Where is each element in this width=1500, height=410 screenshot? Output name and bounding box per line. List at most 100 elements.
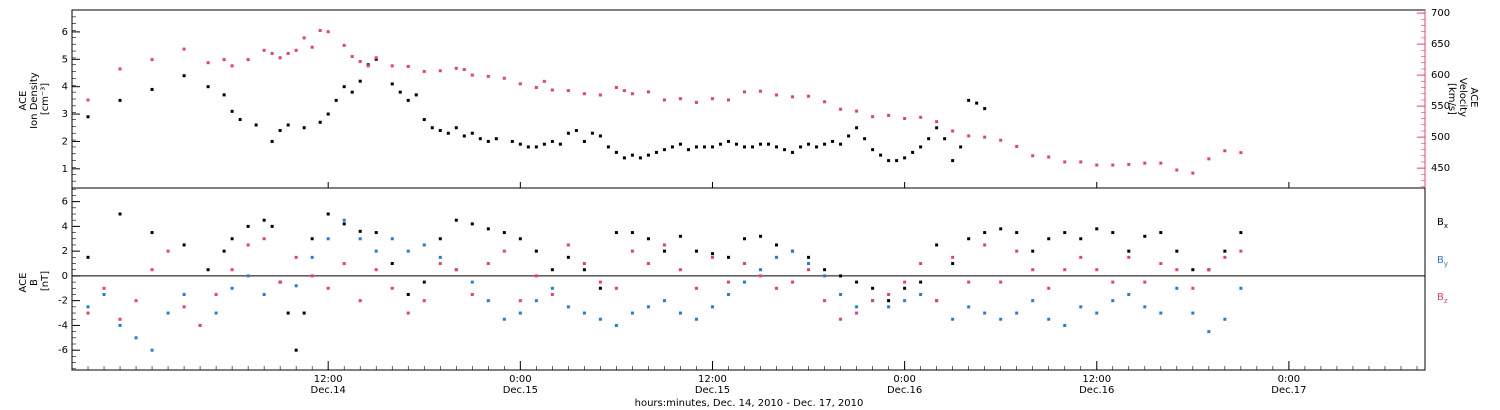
density-tick-label: 5 <box>62 54 68 65</box>
velocity-point <box>1239 151 1243 155</box>
velocity-point <box>262 48 266 52</box>
bz-point <box>775 286 779 290</box>
velocity-point <box>342 43 346 47</box>
density-point <box>150 87 154 91</box>
density-point <box>839 142 843 146</box>
density-ylabel: ACE Ion Density [cm⁻³] <box>18 69 51 129</box>
velocity-point <box>358 59 362 63</box>
velocity-point <box>206 61 210 65</box>
bx-point <box>662 249 666 253</box>
bz-point <box>951 255 955 259</box>
density-point <box>350 90 354 94</box>
velocity-point <box>86 98 90 102</box>
by-point <box>1079 305 1083 309</box>
velocity-point <box>270 51 274 55</box>
density-point <box>759 142 763 146</box>
bx-point <box>246 224 250 228</box>
density-point <box>398 90 402 94</box>
density-point <box>951 159 955 163</box>
velocity-point <box>366 64 370 68</box>
by-point <box>983 311 987 315</box>
by-point <box>919 292 923 296</box>
velocity-point <box>887 113 891 117</box>
by-point <box>775 255 779 259</box>
velocity-point <box>1111 163 1115 167</box>
bz-point <box>855 311 859 315</box>
bx-point <box>1143 234 1147 238</box>
bx-point <box>1079 237 1083 241</box>
bx-point <box>406 292 410 296</box>
by-point <box>759 268 763 272</box>
density-point <box>222 93 226 97</box>
bz-point <box>678 268 682 272</box>
velocity-tick-label: 600 <box>1431 70 1450 81</box>
bz-point <box>118 317 122 321</box>
by-point <box>390 237 394 241</box>
by-point <box>358 237 362 241</box>
bx-point <box>566 255 570 259</box>
velocity-point <box>1047 155 1051 159</box>
bz-point <box>470 292 474 296</box>
bz-point <box>1031 268 1035 272</box>
by-point <box>1095 311 1099 315</box>
time-tick-label: 0:00 <box>509 374 531 385</box>
velocity-point <box>470 73 474 77</box>
density-point <box>470 131 474 135</box>
velocity-tick-label: 450 <box>1431 163 1450 174</box>
density-point <box>807 142 811 146</box>
density-point <box>751 145 755 149</box>
bx-point <box>630 231 634 235</box>
bx-point <box>999 227 1003 231</box>
bx-point <box>1191 268 1195 272</box>
bz-point <box>422 299 426 303</box>
density-point <box>534 145 538 149</box>
density-point <box>558 142 562 146</box>
density-point <box>286 123 290 127</box>
velocity-point <box>350 55 354 59</box>
density-point <box>718 142 722 146</box>
bx-point <box>270 224 274 228</box>
by-point <box>582 311 586 315</box>
bz-point <box>1175 268 1179 272</box>
bz-point <box>710 255 714 259</box>
velocity-axis: 450 500 550 600 650 700 <box>1417 8 1450 188</box>
by-point <box>1127 292 1131 296</box>
velocity-point <box>823 100 827 104</box>
velocity-tick-label: 700 <box>1431 8 1450 19</box>
density-point <box>438 128 442 132</box>
velocity-point <box>1175 168 1179 172</box>
bx-point <box>775 243 779 247</box>
by-point <box>1111 299 1115 303</box>
density-point <box>302 126 306 130</box>
by-point <box>86 305 90 309</box>
bz-point <box>566 243 570 247</box>
bz-point <box>1207 268 1211 272</box>
velocity-point <box>1159 161 1163 165</box>
density-point <box>590 131 594 135</box>
density-point <box>791 150 795 154</box>
bz-point <box>1239 249 1243 253</box>
bx-point <box>454 218 458 222</box>
density-point <box>646 153 650 157</box>
density-point <box>983 107 987 111</box>
velocity-point <box>662 98 666 102</box>
density-point <box>815 145 819 149</box>
bz-point <box>230 268 234 272</box>
bz-point <box>759 274 763 278</box>
velocity-point <box>983 135 987 139</box>
density-axis: 1 2 3 4 5 6 <box>62 9 80 189</box>
by-point <box>1063 323 1067 327</box>
velocity-point <box>534 86 538 90</box>
bz-point <box>630 249 634 253</box>
bx-point <box>742 237 746 241</box>
bz-point <box>1127 255 1131 259</box>
by-point <box>310 255 314 259</box>
velocity-point <box>967 134 971 138</box>
by-point <box>214 311 218 315</box>
time-tick-label: 12:00 <box>314 374 343 385</box>
velocity-point <box>462 68 466 72</box>
velocity-point <box>694 100 698 104</box>
density-point <box>710 145 714 149</box>
bx-point <box>823 268 827 272</box>
density-point <box>638 156 642 160</box>
